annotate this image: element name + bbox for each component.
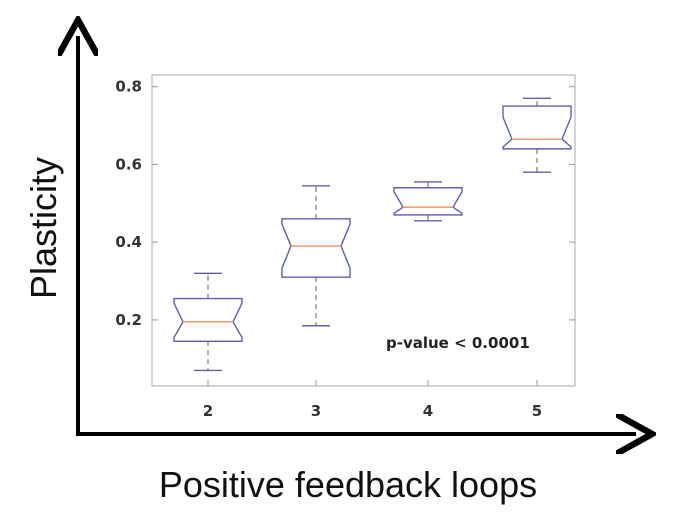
- x-tick-label: 3: [311, 402, 321, 420]
- box-2: [173, 272, 243, 372]
- x-axis-label: Positive feedback loops: [159, 464, 537, 505]
- x-tick-label: 5: [532, 402, 542, 420]
- box-3: [281, 185, 351, 327]
- box-series: [173, 97, 572, 372]
- y-tick-label: 0.4: [115, 233, 142, 251]
- p-value-annotation: p-value < 0.0001: [386, 334, 530, 352]
- y-tick-label: 0.8: [115, 78, 142, 96]
- box-body: [173, 297, 243, 342]
- box-body: [502, 105, 572, 150]
- box-body: [393, 187, 463, 216]
- y-tick-label: 0.2: [115, 311, 142, 329]
- y-tick-label: 0.6: [115, 155, 142, 173]
- x-tick-label: 2: [203, 402, 213, 420]
- plot-frame: [151, 74, 576, 387]
- y-axis-ticks: 0.2 0.4 0.6 0.8: [115, 78, 575, 329]
- box-5: [502, 97, 572, 173]
- x-axis-ticks: 2 3 4 5: [203, 380, 542, 420]
- y-axis-label: Plasticity: [23, 157, 64, 299]
- x-tick-label: 4: [423, 402, 433, 420]
- box-4: [393, 181, 463, 222]
- box-body: [281, 218, 351, 278]
